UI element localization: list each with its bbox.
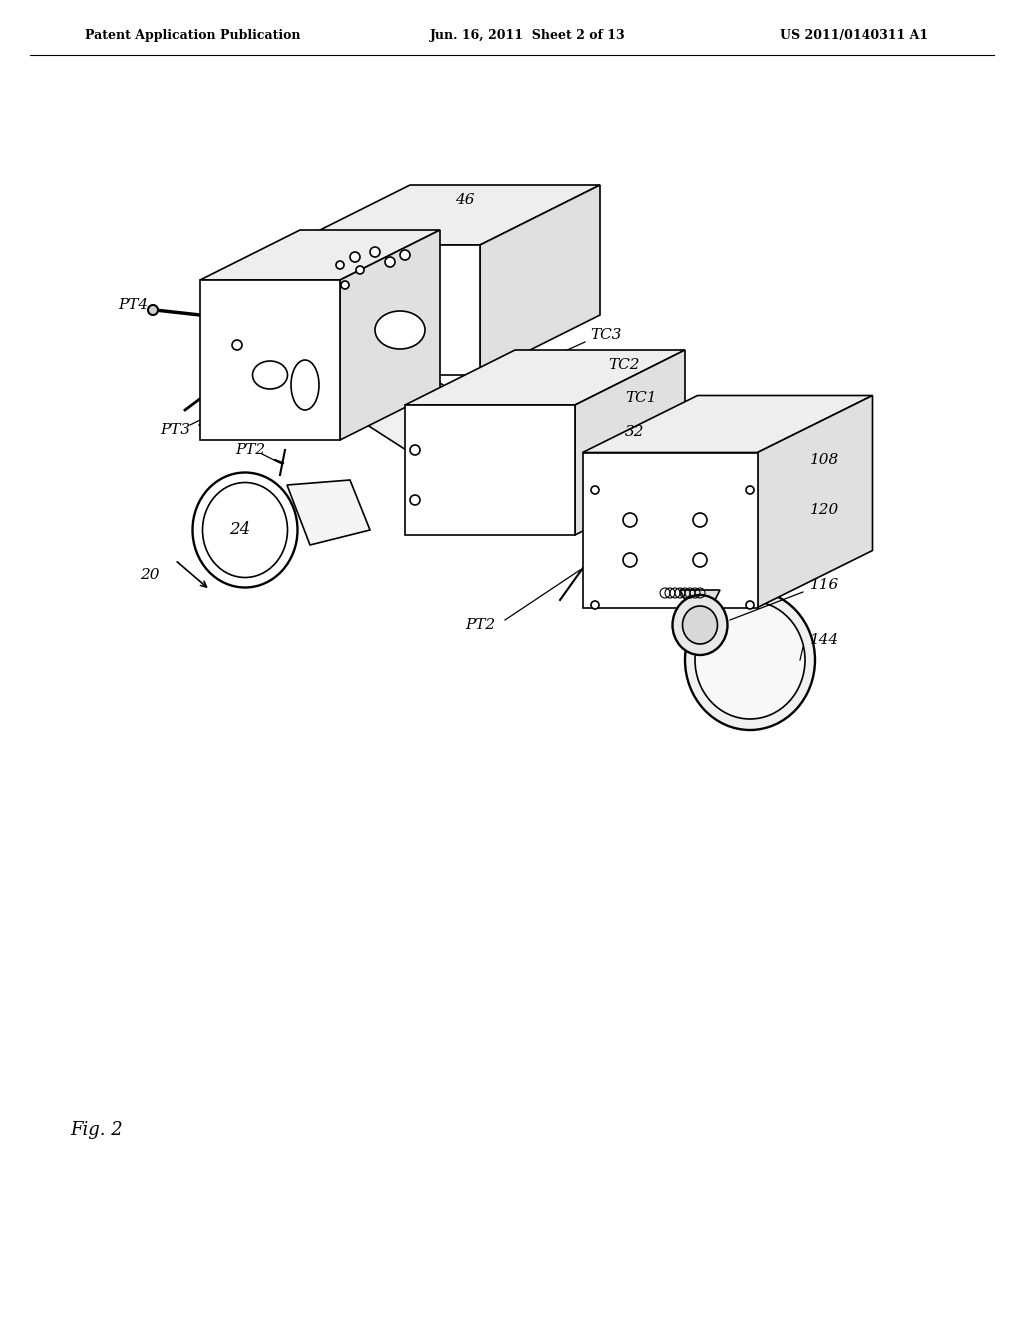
Polygon shape <box>200 230 440 280</box>
Circle shape <box>623 513 637 527</box>
Polygon shape <box>480 185 600 375</box>
Circle shape <box>746 486 754 494</box>
Polygon shape <box>200 280 340 440</box>
Text: 120: 120 <box>810 503 840 517</box>
Text: PT2: PT2 <box>465 618 495 632</box>
Polygon shape <box>680 590 720 601</box>
Ellipse shape <box>203 483 288 578</box>
Circle shape <box>623 553 637 568</box>
Circle shape <box>693 553 707 568</box>
Text: 32: 32 <box>625 425 644 440</box>
Circle shape <box>385 257 395 267</box>
Circle shape <box>410 445 420 455</box>
Circle shape <box>410 495 420 506</box>
Circle shape <box>341 281 349 289</box>
Ellipse shape <box>193 473 298 587</box>
Polygon shape <box>758 396 872 607</box>
Text: 116: 116 <box>810 578 840 591</box>
Circle shape <box>232 341 242 350</box>
Polygon shape <box>406 350 685 405</box>
Circle shape <box>591 601 599 609</box>
Text: 144: 144 <box>810 634 840 647</box>
Circle shape <box>370 247 380 257</box>
Text: PT3: PT3 <box>160 422 190 437</box>
Text: 46: 46 <box>456 193 475 207</box>
Text: Jun. 16, 2011  Sheet 2 of 13: Jun. 16, 2011 Sheet 2 of 13 <box>430 29 626 41</box>
Ellipse shape <box>291 360 319 411</box>
Text: Fig. 2: Fig. 2 <box>70 1121 123 1139</box>
Ellipse shape <box>673 595 727 655</box>
Text: Patent Application Publication: Patent Application Publication <box>85 29 300 41</box>
Polygon shape <box>287 480 370 545</box>
Text: TC2: TC2 <box>608 358 640 372</box>
Text: 108: 108 <box>810 453 840 467</box>
Text: TC3: TC3 <box>590 327 622 342</box>
Polygon shape <box>305 385 560 480</box>
Polygon shape <box>290 185 600 246</box>
Polygon shape <box>340 230 440 440</box>
Ellipse shape <box>683 606 718 644</box>
Ellipse shape <box>685 590 815 730</box>
Polygon shape <box>575 350 685 535</box>
Circle shape <box>350 252 360 261</box>
Polygon shape <box>583 453 758 607</box>
Polygon shape <box>290 246 480 375</box>
Text: PT4: PT4 <box>118 298 148 312</box>
Ellipse shape <box>375 312 425 348</box>
Circle shape <box>356 267 364 275</box>
Polygon shape <box>406 405 575 535</box>
Polygon shape <box>305 362 560 459</box>
Circle shape <box>336 261 344 269</box>
Polygon shape <box>583 396 872 453</box>
Circle shape <box>746 601 754 609</box>
Text: 24: 24 <box>229 521 251 539</box>
Text: 20: 20 <box>140 568 160 582</box>
Text: TC1: TC1 <box>625 391 656 405</box>
Ellipse shape <box>253 360 288 389</box>
Circle shape <box>591 486 599 494</box>
Circle shape <box>148 305 158 315</box>
Text: US 2011/0140311 A1: US 2011/0140311 A1 <box>780 29 928 41</box>
Ellipse shape <box>695 601 805 719</box>
Text: PT2: PT2 <box>234 444 265 457</box>
Circle shape <box>693 513 707 527</box>
Circle shape <box>400 249 410 260</box>
